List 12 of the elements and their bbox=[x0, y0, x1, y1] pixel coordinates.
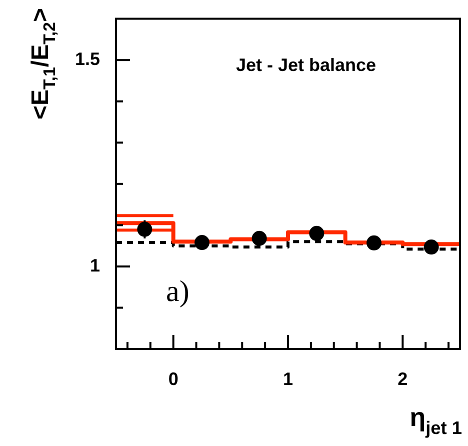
point bbox=[366, 235, 382, 250]
point bbox=[424, 240, 439, 255]
legend-title: Jet - Jet balance bbox=[236, 54, 376, 75]
y-axis-title: <ET,1/ET,2> bbox=[27, 8, 60, 120]
point bbox=[252, 230, 267, 246]
x-tick-label: 0 bbox=[168, 368, 178, 389]
point bbox=[309, 226, 324, 241]
point bbox=[194, 235, 210, 250]
y-tick-label: 1.5 bbox=[74, 49, 100, 70]
x-tick-label: 1 bbox=[282, 368, 294, 389]
annotation: a) bbox=[166, 275, 190, 308]
x-tick-label: 2 bbox=[398, 368, 408, 389]
